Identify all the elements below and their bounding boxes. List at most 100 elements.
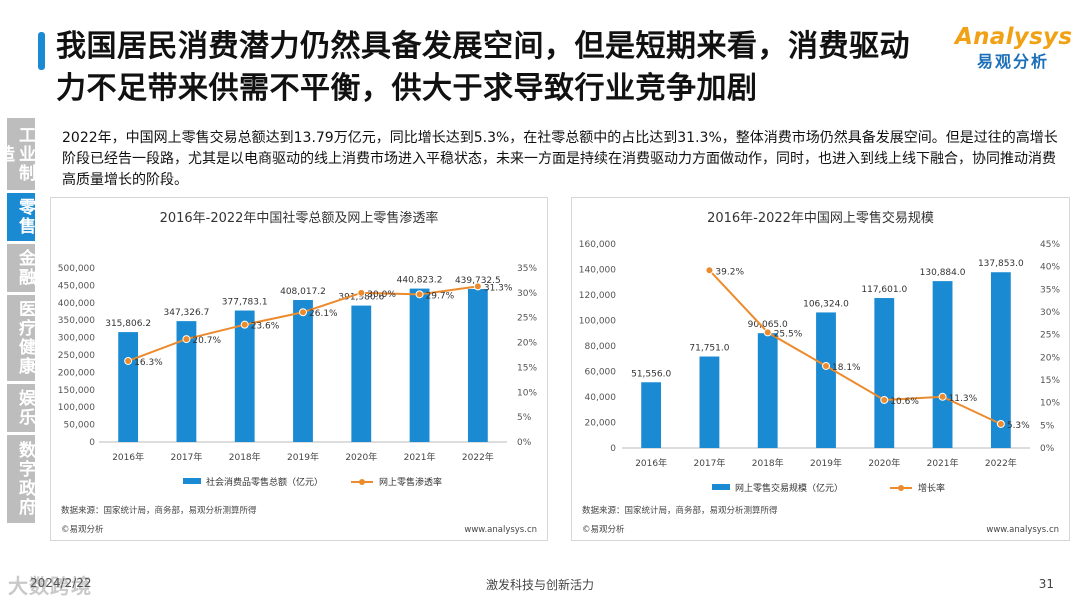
y-tick-label-left: 160,000	[579, 240, 616, 250]
line-point	[240, 320, 249, 329]
line-value-label: 30.0%	[367, 290, 396, 300]
y-tick-label-left: 400,000	[58, 299, 95, 309]
y-tick-label-left: 200,000	[58, 368, 95, 378]
bar	[118, 332, 139, 442]
y-tick-label-right: 10%	[1040, 399, 1060, 409]
bar-value-label: 391,980.6	[338, 293, 384, 303]
y-tick-label-right: 35%	[517, 264, 537, 274]
sidebar-item-retail[interactable]: 零售	[7, 193, 35, 241]
y-tick-label-right: 15%	[1040, 376, 1060, 386]
y-tick-label-right: 0%	[1040, 444, 1055, 454]
x-tick-label: 2019年	[810, 457, 842, 469]
bar	[176, 321, 197, 442]
chart-source: 数据来源：国家统计局，商务部，易观分析测算所得	[61, 505, 257, 516]
y-tick-label-right: 30%	[1040, 308, 1060, 318]
y-tick-label-left: 120,000	[579, 291, 616, 301]
chart-website: www.analysys.cn	[464, 525, 537, 535]
line-point	[763, 328, 772, 337]
y-tick-label-right: 5%	[1040, 421, 1055, 431]
y-tick-label-left: 60,000	[585, 368, 617, 378]
y-tick-label-left: 0	[89, 438, 95, 448]
x-tick-label: 2017年	[693, 457, 725, 469]
legend-bar-label: 社会消费品零售总额（亿元）	[206, 476, 323, 488]
line-point	[357, 288, 366, 297]
line-point	[182, 335, 191, 344]
y-tick-label-right: 35%	[1040, 285, 1060, 295]
line-value-label: 25.5%	[774, 329, 803, 339]
legend-bar-swatch	[712, 484, 730, 490]
x-tick-label: 2020年	[345, 451, 377, 463]
x-tick-label: 2022年	[462, 451, 494, 463]
line-point	[299, 308, 307, 317]
legend-line-marker	[359, 479, 365, 485]
x-tick-label: 2022年	[985, 457, 1017, 469]
line-point	[938, 392, 947, 401]
x-tick-label: 2016年	[112, 451, 144, 463]
chart-copyright: ©易观分析	[61, 524, 104, 535]
chart-source: 数据来源：国家统计局，商务部，易观分析测算所得	[582, 505, 778, 516]
y-tick-label-left: 20,000	[585, 419, 617, 429]
page-number: 31	[1038, 577, 1054, 591]
y-tick-label-right: 5%	[517, 413, 532, 423]
line-point	[996, 419, 1005, 428]
bar	[874, 298, 895, 448]
x-tick-label: 2021年	[404, 451, 436, 463]
sidebar-item-healthcare[interactable]: 医疗健康	[7, 295, 35, 381]
bar	[990, 272, 1011, 448]
x-tick-label: 2020年	[868, 457, 900, 469]
sidebar-item-digital-gov[interactable]: 数字政府	[7, 435, 35, 523]
line-value-label: 20.7%	[192, 336, 221, 346]
title-accent-bar	[38, 32, 45, 70]
x-tick-label: 2018年	[752, 457, 784, 469]
line-point	[705, 266, 714, 275]
bar	[641, 382, 662, 448]
sidebar-item-finance[interactable]: 金融	[7, 244, 35, 292]
logo-text-en: Analysys	[955, 24, 1073, 50]
y-tick-label-left: 250,000	[58, 351, 95, 361]
chart-website: www.analysys.cn	[986, 525, 1059, 535]
bar-value-label: 408,017.2	[280, 287, 326, 297]
line-point	[880, 395, 889, 404]
y-tick-label-left: 0	[610, 444, 616, 454]
y-tick-label-left: 50,000	[64, 421, 96, 431]
y-tick-label-left: 140,000	[579, 266, 616, 276]
line-value-label: 29.7%	[426, 291, 455, 301]
legend-line-label: 增长率	[918, 482, 945, 494]
retail-total-chart: 2016年-2022年中国社零总额及网上零售渗透率 0 50,000 100,000 1…	[58, 210, 538, 535]
y-tick-label-right: 10%	[517, 388, 537, 398]
page-title: 我国居民消费潜力仍然具备发展空间，但是短期来看，消费驱动力不足带来供需不平衡，供…	[56, 29, 910, 106]
line-value-label: 16.3%	[134, 358, 163, 368]
line-point	[124, 356, 133, 365]
y-tick-label-left: 150,000	[58, 386, 95, 396]
sidebar-item-manufacturing[interactable]: 工业制造	[0, 118, 35, 190]
line-value-label: 5.3%	[1007, 421, 1030, 431]
line-value-label: 11.3%	[949, 394, 978, 404]
y-tick-label-right: 25%	[517, 314, 537, 324]
sidebar-item-entertainment[interactable]: 娱乐	[7, 384, 35, 432]
y-tick-label-right: 25%	[1040, 331, 1060, 341]
bar-value-label: 51,556.0	[631, 369, 671, 379]
chart-title: 2016年-2022年中国网上零售交易规模	[707, 210, 934, 226]
y-tick-label-right: 20%	[1040, 353, 1060, 363]
bar-value-label: 137,853.0	[978, 259, 1024, 269]
y-tick-label-left: 40,000	[585, 393, 617, 403]
line-value-label: 39.2%	[715, 267, 744, 277]
y-tick-label-left: 100,000	[58, 403, 95, 413]
y-tick-label-left: 100,000	[579, 317, 616, 327]
watermark: 大数跨境	[8, 574, 92, 598]
retail-total-chart-panel: 2016年-2022年中国社零总额及网上零售渗透率 0 50,000 100,000 1…	[50, 197, 548, 541]
line-value-label: 18.1%	[832, 363, 861, 373]
footer-date: 2024/2/22	[30, 576, 92, 590]
x-tick-label: 2018年	[229, 451, 261, 463]
y-tick-label-left: 350,000	[58, 316, 95, 326]
bar-value-label: 130,884.0	[920, 268, 966, 278]
x-tick-label: 2019年	[287, 451, 319, 463]
bar	[409, 288, 430, 442]
y-tick-label-left: 80,000	[585, 342, 617, 352]
x-tick-label: 2017年	[170, 451, 202, 463]
line-point	[415, 290, 424, 299]
logo-text-cn: 易观分析	[977, 52, 1050, 71]
bar-value-label: 347,326.7	[164, 308, 210, 318]
line-value-label: 26.1%	[309, 309, 338, 319]
y-tick-label-right: 0%	[517, 438, 532, 448]
